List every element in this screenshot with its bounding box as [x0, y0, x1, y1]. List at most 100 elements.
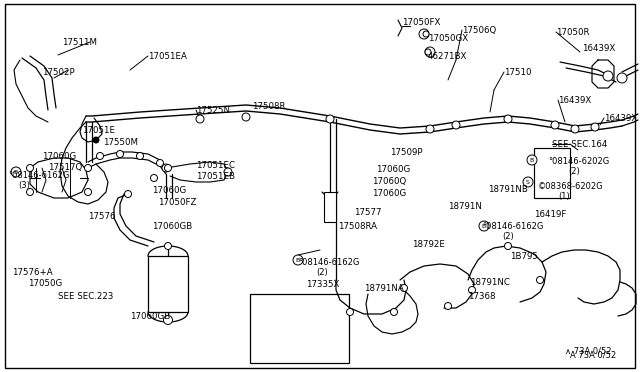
Circle shape — [162, 164, 170, 172]
Circle shape — [157, 160, 163, 167]
Text: °08146-6162G: °08146-6162G — [8, 171, 69, 180]
Text: 17060G: 17060G — [372, 189, 406, 198]
Text: 18792E: 18792E — [412, 240, 445, 249]
Text: °08146-6162G: °08146-6162G — [482, 222, 543, 231]
Text: 16419F: 16419F — [534, 210, 566, 219]
Text: 16439X: 16439X — [582, 44, 615, 53]
Text: 17051EA: 17051EA — [148, 52, 187, 61]
Text: 17509P: 17509P — [390, 148, 422, 157]
Text: 17525N: 17525N — [196, 106, 230, 115]
Text: 17051E: 17051E — [82, 126, 115, 135]
Circle shape — [224, 168, 232, 176]
Text: 17517Q: 17517Q — [48, 163, 83, 172]
Circle shape — [617, 73, 627, 83]
Circle shape — [26, 164, 33, 171]
Text: 17550M: 17550M — [103, 138, 138, 147]
Text: (3): (3) — [18, 181, 30, 190]
Text: 17335X: 17335X — [306, 280, 339, 289]
Circle shape — [84, 189, 92, 196]
Text: 17510: 17510 — [504, 68, 531, 77]
Text: 16439X: 16439X — [604, 114, 637, 123]
Circle shape — [504, 115, 512, 123]
Text: 17060GB: 17060GB — [152, 222, 192, 231]
Text: 17051EB: 17051EB — [196, 172, 235, 181]
Circle shape — [536, 276, 543, 283]
Text: 17050FZ: 17050FZ — [158, 198, 196, 207]
Circle shape — [97, 153, 104, 160]
Text: S: S — [526, 180, 530, 185]
Circle shape — [426, 125, 434, 133]
Circle shape — [242, 113, 250, 121]
Circle shape — [11, 167, 21, 177]
Circle shape — [150, 174, 157, 182]
Circle shape — [93, 137, 99, 143]
Circle shape — [551, 121, 559, 129]
Circle shape — [136, 153, 143, 160]
Circle shape — [603, 71, 613, 81]
Circle shape — [326, 115, 334, 123]
Circle shape — [401, 285, 408, 292]
Text: 17060G: 17060G — [376, 165, 410, 174]
Text: B: B — [530, 157, 534, 163]
Text: 17060GB: 17060GB — [130, 312, 170, 321]
Text: 17508RA: 17508RA — [338, 222, 377, 231]
Circle shape — [125, 190, 131, 198]
Bar — [324, 192, 336, 222]
Circle shape — [425, 49, 431, 55]
Circle shape — [346, 308, 353, 315]
Circle shape — [164, 243, 172, 250]
Circle shape — [523, 177, 533, 187]
Circle shape — [425, 47, 435, 57]
Circle shape — [116, 151, 124, 157]
Text: SEE SEC.164: SEE SEC.164 — [552, 140, 607, 149]
Text: 17508R: 17508R — [252, 102, 285, 111]
Circle shape — [452, 121, 460, 129]
Text: 17050GX: 17050GX — [428, 34, 468, 43]
Circle shape — [164, 164, 172, 171]
Circle shape — [468, 286, 476, 294]
Circle shape — [504, 243, 511, 250]
Circle shape — [479, 221, 489, 231]
Text: 17576+A: 17576+A — [12, 268, 52, 277]
Text: 18791NB: 18791NB — [488, 185, 528, 194]
Text: (2): (2) — [568, 167, 580, 176]
Text: ©08368-6202G: ©08368-6202G — [538, 182, 604, 191]
Text: B: B — [296, 257, 300, 263]
Bar — [250, 294, 349, 363]
Text: A 73A 0/52: A 73A 0/52 — [570, 350, 616, 359]
Text: °08146-6202G: °08146-6202G — [548, 157, 609, 166]
Circle shape — [445, 302, 451, 310]
Text: 46271BX: 46271BX — [428, 52, 467, 61]
Text: 18791NA: 18791NA — [364, 284, 404, 293]
Text: (2): (2) — [502, 232, 514, 241]
Circle shape — [591, 123, 599, 131]
Text: 17577: 17577 — [354, 208, 381, 217]
Text: B: B — [482, 224, 486, 228]
Text: 1B795: 1B795 — [510, 252, 538, 261]
Circle shape — [163, 315, 173, 324]
Text: 17050R: 17050R — [556, 28, 589, 37]
Bar — [148, 256, 188, 312]
Text: 17506Q: 17506Q — [462, 26, 496, 35]
Text: SEE SEC.223: SEE SEC.223 — [58, 292, 113, 301]
Text: 17051EC: 17051EC — [196, 161, 235, 170]
Bar — [534, 148, 570, 198]
Circle shape — [571, 125, 579, 133]
Circle shape — [527, 155, 537, 165]
Circle shape — [84, 164, 92, 171]
Circle shape — [196, 115, 204, 123]
Text: 17368: 17368 — [468, 292, 495, 301]
Text: B: B — [14, 170, 18, 174]
Text: 17060Q: 17060Q — [372, 177, 406, 186]
Text: 17576: 17576 — [88, 212, 115, 221]
Circle shape — [26, 189, 33, 196]
Text: 18791N: 18791N — [448, 202, 482, 211]
Circle shape — [423, 31, 429, 37]
Text: 17502P: 17502P — [42, 68, 75, 77]
Text: 16439X: 16439X — [558, 96, 591, 105]
Text: ∧ 73A 0/52: ∧ 73A 0/52 — [565, 347, 611, 356]
Text: (2): (2) — [316, 268, 328, 277]
Text: 17060G: 17060G — [152, 186, 186, 195]
Text: °08146-6162G: °08146-6162G — [298, 258, 360, 267]
Text: (1): (1) — [558, 192, 570, 201]
